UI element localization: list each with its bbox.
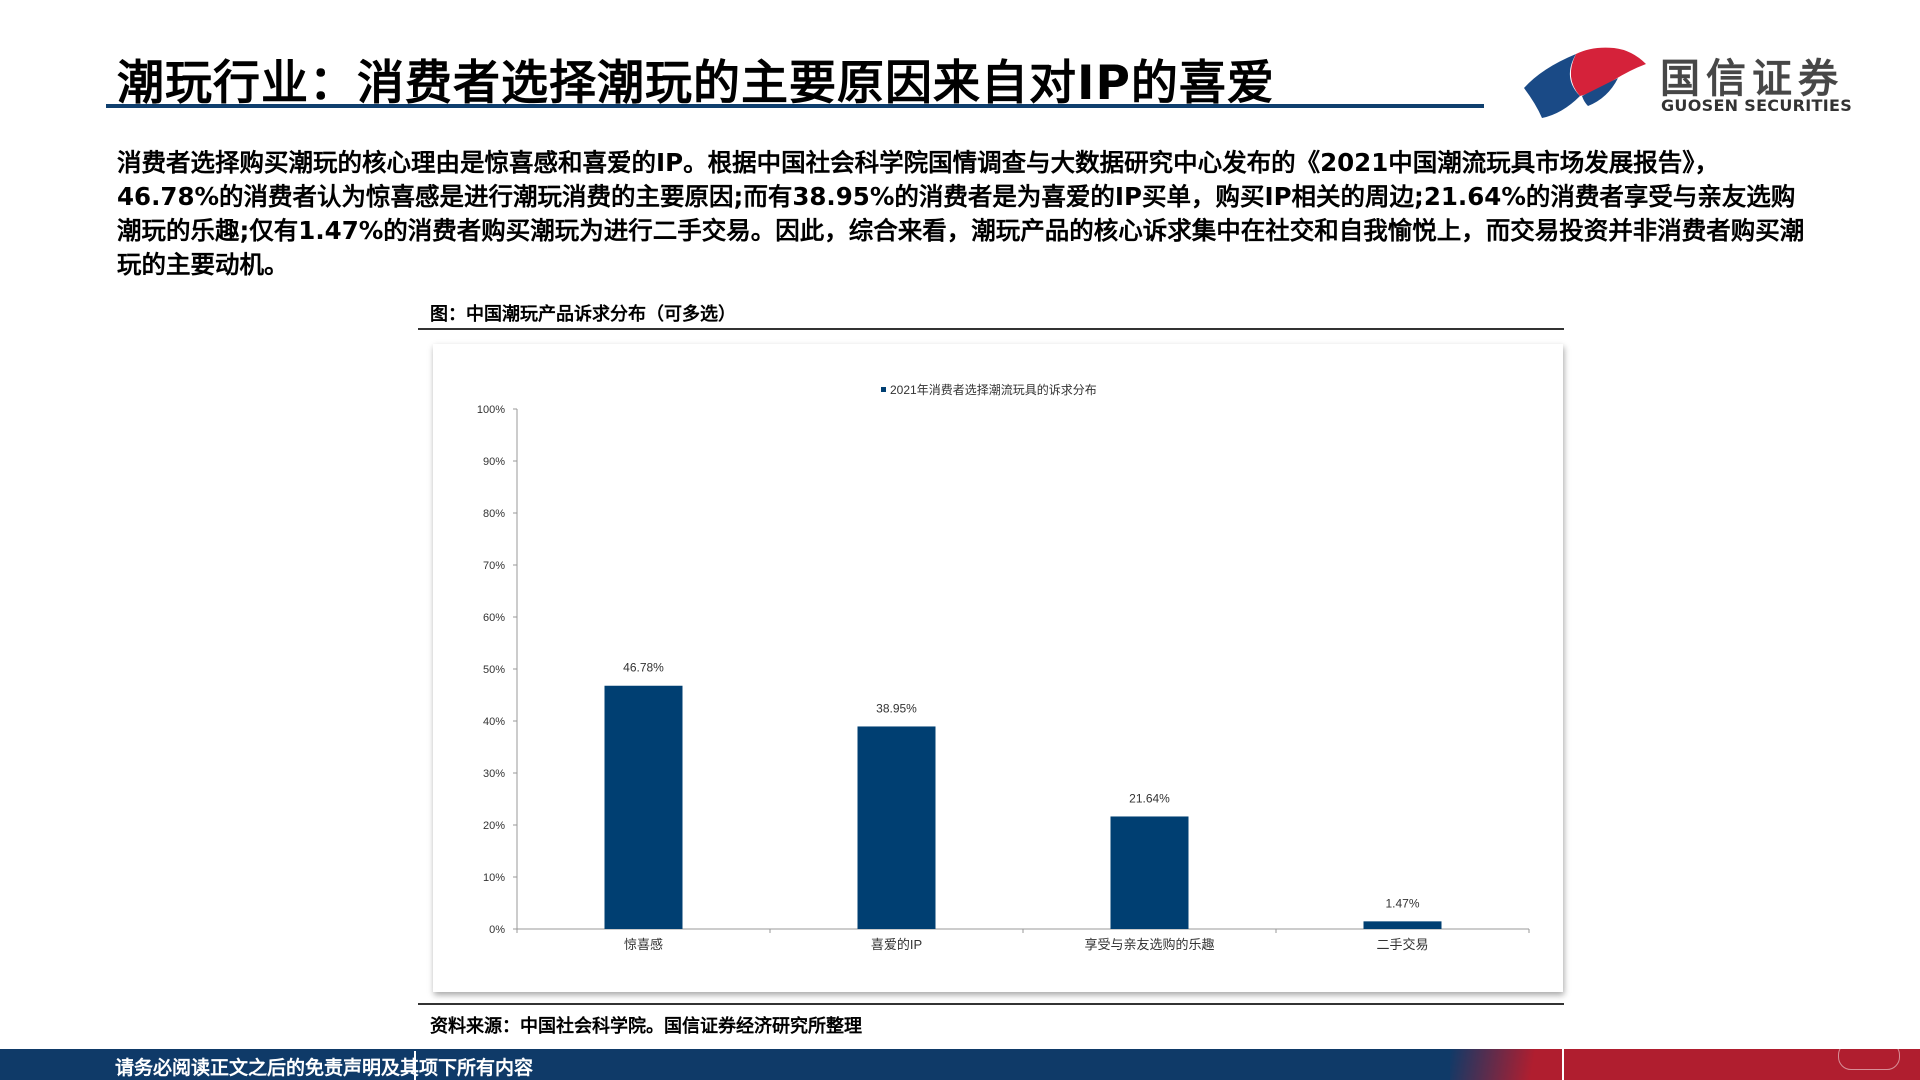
watermark-badge: [1838, 1042, 1900, 1070]
legend-label: 2021年消费者选择潮流玩具的诉求分布: [890, 382, 1097, 397]
title-underline: [106, 104, 1484, 108]
x-tick-label: 享受与亲友选购的乐趣: [1084, 937, 1214, 952]
data-label: 38.95%: [876, 701, 917, 715]
source-rule: [418, 1003, 1564, 1005]
summary-paragraph: 消费者选择购买潮玩的核心理由是惊喜感和喜爱的IP。根据中国社会科学院国情调查与大…: [117, 148, 1805, 279]
chart-legend: 2021年消费者选择潮流玩具的诉求分布: [881, 382, 1097, 397]
y-tick-label: 20%: [483, 820, 505, 832]
caption-rule: [418, 328, 1564, 330]
bar: [604, 685, 683, 929]
guosen-logo-icon: [1524, 47, 1646, 118]
chart-panel: 2021年消费者选择潮流玩具的诉求分布 0% 10% 20% 30% 40% 50% 60%…: [433, 344, 1563, 992]
data-label: 46.78%: [623, 661, 664, 675]
y-tick-label: 90%: [483, 456, 505, 468]
source-note: 资料来源：中国社会科学院。国信证券经济研究所整理: [430, 1016, 862, 1037]
y-tick-label: 80%: [483, 508, 505, 520]
disclaimer-notice: 请务必阅读正文之后的免责声明及其项下所有内容: [115, 1057, 534, 1079]
y-tick-label: 50%: [483, 664, 505, 676]
x-tick-label: 二手交易: [1376, 937, 1428, 952]
figure-caption: 图：中国潮玩产品诉求分布（可多选）: [430, 304, 736, 325]
footer-bar: [0, 1049, 1920, 1080]
footer-divider: [414, 1051, 416, 1080]
legend-swatch: [881, 387, 886, 392]
y-tick-label: 40%: [483, 716, 505, 728]
y-tick-label: 0%: [489, 924, 505, 936]
y-tick-label: 100%: [477, 404, 505, 416]
data-label: 21.64%: [1129, 791, 1170, 805]
y-tick-label: 10%: [483, 872, 505, 884]
bar: [1110, 816, 1189, 929]
chart-axes: 0% 10% 20% 30% 40% 50% 60% 70% 80% 90% 100% 惊喜感 喜爱的I…: [477, 404, 1530, 952]
bar: [1363, 921, 1442, 929]
logo-name: 国信证券: [1660, 56, 1844, 102]
y-tick-label: 60%: [483, 612, 505, 624]
x-tick-label: 喜爱的IP: [871, 937, 922, 952]
footer-divider: [1562, 1049, 1564, 1080]
y-tick-label: 30%: [483, 768, 505, 780]
bar: [857, 726, 936, 929]
company-logo: 国信证券 GUOSEN SECURITIES: [1522, 44, 1852, 120]
y-tick-label: 70%: [483, 560, 505, 572]
page-title: 潮玩行业：消费者选择潮玩的主要原因来自对IP的喜爱: [117, 56, 1275, 111]
chart-bars: 46.78% 38.95% 21.64% 1.47%: [604, 661, 1442, 929]
bar-chart: 2021年消费者选择潮流玩具的诉求分布 0% 10% 20% 30% 40% 50% 60%…: [477, 382, 1530, 952]
data-label: 1.47%: [1385, 896, 1419, 910]
logo-english-name: GUOSEN SECURITIES: [1661, 96, 1853, 115]
x-tick-label: 惊喜感: [624, 937, 663, 952]
